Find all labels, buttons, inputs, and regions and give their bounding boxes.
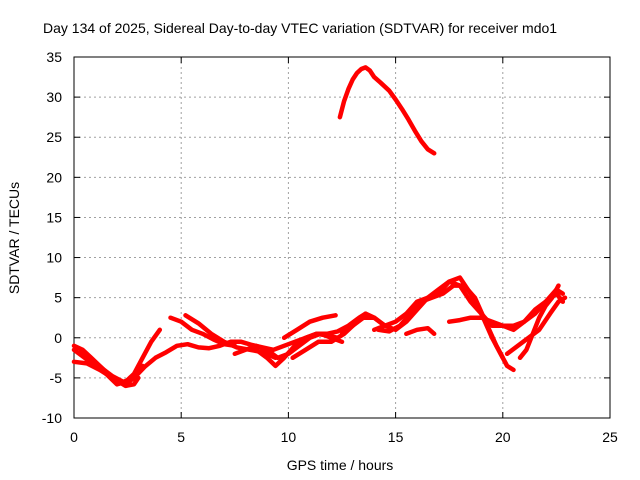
chart-title: Day 134 of 2025, Sidereal Day-to-day VTE… (43, 20, 557, 36)
plot-frame (73, 56, 611, 419)
data-series (71, 65, 568, 389)
series-arc-l (371, 295, 431, 333)
series-arc-r (517, 283, 561, 361)
series-arc-h (253, 311, 368, 369)
y-tick-label: 20 (46, 169, 62, 185)
y-tick-label: 35 (46, 49, 62, 65)
y-tick-label: 0 (54, 330, 62, 346)
y-tick-label: 10 (46, 250, 62, 266)
series-arc-d (78, 331, 340, 385)
series-arc-n (404, 325, 437, 337)
y-tick-label: 15 (46, 209, 62, 225)
series-arc-m (376, 283, 516, 373)
x-tick-label: 10 (281, 429, 297, 445)
series-arc-j (281, 313, 338, 341)
x-tick-label: 15 (388, 429, 404, 445)
x-axis-label: GPS time / hours (287, 457, 394, 473)
y-tick-label: 25 (46, 129, 62, 145)
y-tick-label: 5 (54, 290, 62, 306)
x-tick-label: 0 (70, 429, 78, 445)
x-tick-label: 25 (602, 429, 618, 445)
axis-ticks: 0 5 10 15 20 25 -10 -5 0 5 10 15 20 25 30 35 (42, 49, 618, 445)
x-tick-label: 20 (495, 429, 511, 445)
y-tick-label: -5 (50, 370, 63, 386)
grid (74, 57, 610, 418)
y-tick-label: 30 (46, 89, 62, 105)
series-arc-s (337, 65, 437, 156)
y-axis-label: SDTVAR / TECUs (6, 182, 22, 294)
x-tick-label: 5 (177, 429, 185, 445)
y-tick-label: -10 (42, 410, 62, 426)
series-arc-q (504, 295, 568, 357)
